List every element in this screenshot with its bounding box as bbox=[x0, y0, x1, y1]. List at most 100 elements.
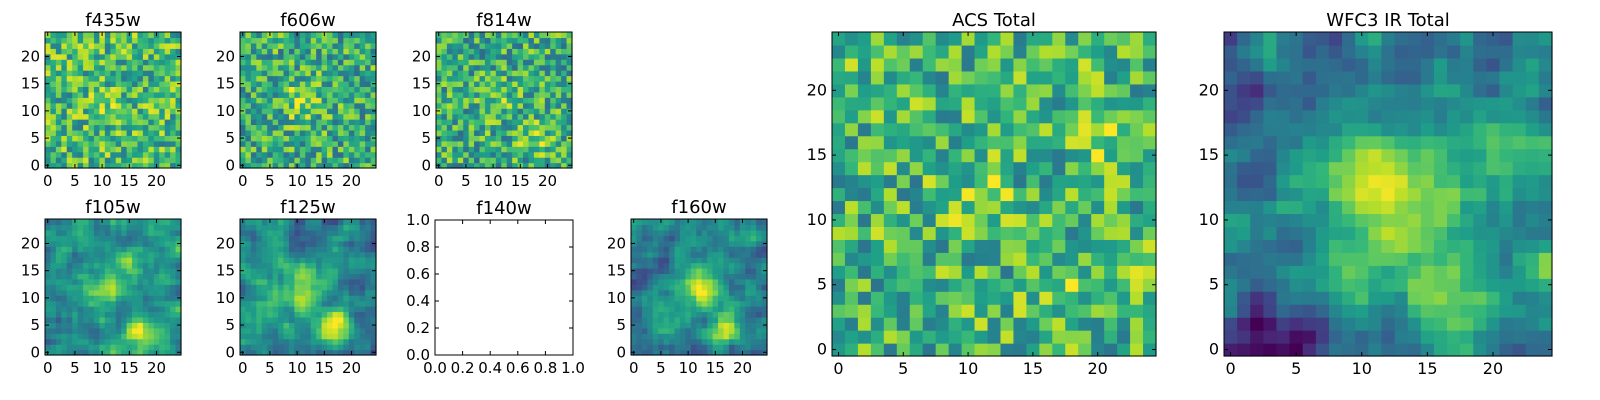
heatmap-cell bbox=[332, 284, 339, 291]
heatmap-cell bbox=[652, 273, 659, 280]
heatmap-cell bbox=[99, 119, 106, 126]
heatmap-cell bbox=[343, 229, 350, 236]
heatmap-cell bbox=[523, 157, 530, 164]
heatmap-cell bbox=[256, 327, 263, 334]
heatmap-cell bbox=[365, 48, 372, 55]
heatmap-cell bbox=[652, 349, 659, 356]
heatmap-cell bbox=[844, 122, 859, 137]
heatmap-cell bbox=[1447, 239, 1461, 253]
heatmap-cell bbox=[896, 161, 911, 176]
heatmap-cell bbox=[1525, 200, 1540, 215]
heatmap-cell bbox=[490, 75, 497, 82]
heatmap-cell bbox=[337, 333, 344, 340]
heatmap-cell bbox=[1250, 330, 1264, 344]
heatmap-cell bbox=[658, 327, 665, 334]
heatmap-cell bbox=[142, 322, 149, 329]
heatmap-cell bbox=[332, 257, 339, 264]
heatmap-cell bbox=[272, 219, 279, 226]
heatmap-cell bbox=[164, 349, 171, 356]
heatmap-cell bbox=[72, 113, 79, 120]
heatmap-cell bbox=[104, 80, 111, 87]
heatmap-cell bbox=[909, 70, 924, 85]
heatmap-cell bbox=[561, 80, 568, 87]
heatmap-cell bbox=[1078, 96, 1092, 111]
heatmap-cell bbox=[359, 113, 366, 120]
heatmap-cell bbox=[1026, 135, 1040, 150]
heatmap-cell bbox=[88, 257, 95, 264]
heatmap-cell bbox=[110, 349, 117, 356]
heatmap-cell bbox=[256, 129, 263, 136]
heatmap-cell bbox=[354, 86, 361, 93]
heatmap-cell bbox=[961, 317, 976, 331]
heatmap-cell bbox=[61, 75, 68, 82]
heatmap-cell bbox=[1039, 252, 1053, 266]
heatmap-cell bbox=[137, 108, 144, 115]
heatmap-cell bbox=[745, 289, 752, 296]
heatmap-cell bbox=[261, 124, 268, 131]
heatmap-cell bbox=[1381, 343, 1396, 357]
heatmap-cell bbox=[126, 59, 133, 66]
heatmap-cell bbox=[327, 246, 334, 253]
heatmap-cell bbox=[701, 295, 708, 302]
heatmap-cell bbox=[761, 251, 768, 258]
heatmap-cell bbox=[294, 229, 301, 236]
heatmap-cell bbox=[1263, 213, 1278, 227]
heatmap-cell bbox=[88, 129, 95, 136]
heatmap-cell bbox=[93, 311, 100, 318]
heatmap-cell bbox=[126, 311, 133, 318]
heatmap-cell bbox=[1512, 330, 1527, 344]
heatmap-cell bbox=[1117, 161, 1131, 176]
heatmap-cell bbox=[857, 109, 872, 124]
heatmap-cell bbox=[739, 251, 746, 258]
heatmap-cell bbox=[1026, 83, 1040, 98]
heatmap-cell bbox=[441, 48, 448, 55]
heatmap-cell bbox=[261, 113, 268, 120]
heatmap-cell bbox=[142, 273, 149, 280]
heatmap-cell bbox=[566, 75, 573, 82]
heatmap-cell bbox=[474, 42, 481, 49]
heatmap-cell bbox=[987, 304, 1002, 318]
heatmap-cell bbox=[961, 200, 976, 215]
heatmap-cell bbox=[1104, 174, 1118, 189]
heatmap-cell bbox=[745, 338, 752, 345]
heatmap-cell bbox=[745, 251, 752, 258]
heatmap-cell bbox=[343, 119, 350, 126]
heatmap-cell bbox=[365, 322, 372, 329]
heatmap-cell bbox=[1315, 291, 1330, 305]
heatmap-cell bbox=[327, 151, 334, 158]
heatmap-cell bbox=[987, 187, 1002, 202]
heatmap-cell bbox=[1420, 174, 1435, 189]
heatmap-cell bbox=[283, 108, 290, 115]
heatmap-cell bbox=[83, 273, 90, 280]
heatmap-cell bbox=[142, 91, 149, 98]
heatmap-cell bbox=[484, 102, 491, 109]
heatmap-cell bbox=[707, 344, 714, 351]
heatmap-cell bbox=[83, 157, 90, 164]
heatmap-cell bbox=[1052, 265, 1066, 279]
heatmap-cell bbox=[288, 146, 295, 153]
heatmap-cell bbox=[533, 70, 540, 77]
heatmap-cell bbox=[283, 251, 290, 258]
heatmap-cell bbox=[337, 64, 344, 71]
heatmap-cell bbox=[77, 124, 84, 131]
heatmap-cell bbox=[1447, 213, 1461, 227]
heatmap-cell bbox=[327, 124, 334, 131]
heatmap-cell bbox=[436, 119, 443, 126]
heatmap-cell bbox=[327, 86, 334, 93]
heatmap-cell bbox=[484, 146, 491, 153]
heatmap-cell bbox=[55, 108, 62, 115]
heatmap-cell bbox=[948, 278, 963, 292]
heatmap-cell bbox=[316, 316, 323, 323]
heatmap-cell bbox=[66, 48, 73, 55]
heatmap-cell bbox=[883, 122, 898, 137]
heatmap-cell bbox=[712, 333, 719, 340]
heatmap-cell bbox=[935, 32, 950, 46]
heatmap-cell bbox=[1039, 304, 1053, 318]
heatmap-cell bbox=[365, 316, 372, 323]
heatmap-cell bbox=[745, 246, 752, 253]
heatmap-cell bbox=[550, 64, 557, 71]
heatmap-cell bbox=[701, 344, 708, 351]
heatmap-cell bbox=[337, 278, 344, 285]
heatmap-cell bbox=[299, 224, 306, 231]
